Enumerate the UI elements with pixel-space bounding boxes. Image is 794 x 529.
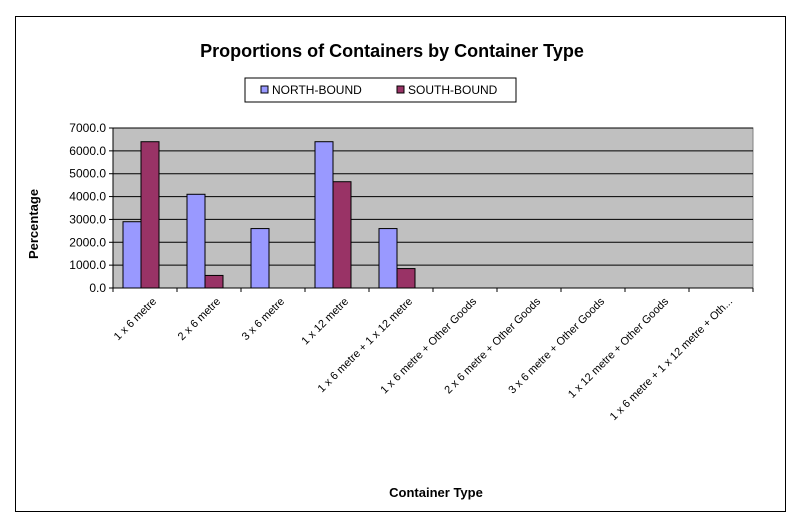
x-category-label: 1 x 6 metre: [112, 296, 159, 343]
y-tick-label: 5000.0: [69, 167, 106, 181]
x-category-label: 3 x 6 metre: [240, 296, 287, 343]
bar-north-bound: [122, 221, 142, 289]
y-tick-label: 7000.0: [69, 121, 106, 135]
legend-swatch: [260, 85, 269, 94]
y-tick-label: 4000.0: [69, 190, 106, 204]
y-tick-label: 0.0: [89, 281, 106, 295]
legend-swatch: [396, 85, 405, 94]
y-tick-label: 3000.0: [69, 212, 106, 226]
bar-north-bound: [186, 193, 206, 289]
bar-south-bound: [204, 274, 224, 289]
x-category-label: 2 x 6 metre: [176, 296, 223, 343]
legend-label: SOUTH-BOUND: [408, 83, 498, 97]
bar-south-bound: [140, 141, 160, 289]
bar-north-bound: [250, 228, 270, 289]
bar-chart: Proportions of Containers by Container T…: [26, 41, 754, 500]
y-tick-label: 2000.0: [69, 235, 106, 249]
bar-north-bound: [378, 228, 398, 289]
legend-label: NORTH-BOUND: [272, 83, 362, 97]
chart-title: Proportions of Containers by Container T…: [200, 41, 584, 61]
x-category-label: 1 x 6 metre + 1 x 12 metre + Oth...: [608, 296, 735, 423]
y-tick-label: 6000.0: [69, 144, 106, 158]
bar-north-bound: [314, 141, 334, 289]
x-category-label: 1 x 12 metre: [299, 296, 351, 348]
x-axis-title: Container Type: [389, 485, 483, 500]
legend-box: [244, 77, 517, 103]
y-axis-title: Percentage: [26, 189, 41, 259]
legend: NORTH-BOUND SOUTH-BOUND: [244, 77, 517, 103]
y-tick-label: 1000.0: [69, 258, 106, 272]
plot-area: 0.0 1000.0 2000.0 3000.0 4000.0 5000.0 6000.0 7…: [69, 121, 754, 423]
plot-background: [112, 127, 754, 289]
chart-frame: Proportions of Containers by Container T…: [15, 16, 786, 512]
bar-south-bound: [396, 268, 416, 289]
bar-south-bound: [332, 181, 352, 289]
